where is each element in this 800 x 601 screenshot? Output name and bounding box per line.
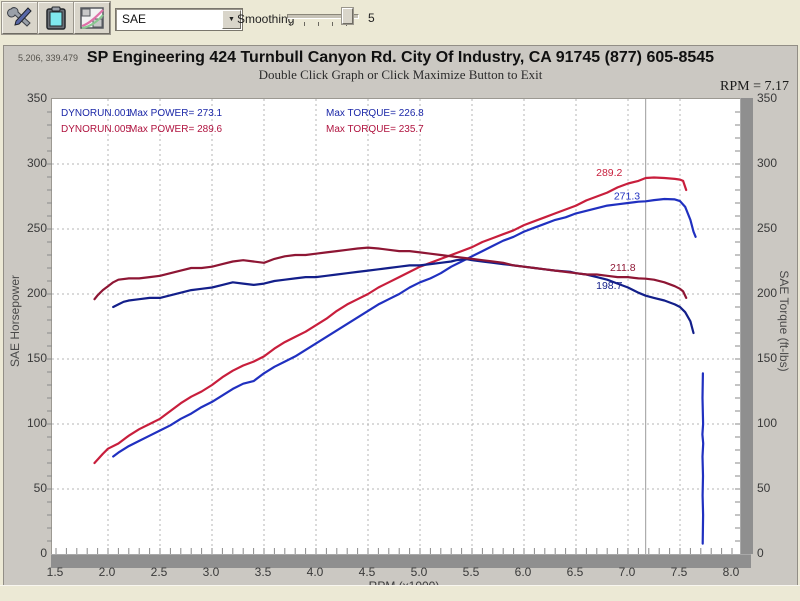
slider-tick	[304, 22, 305, 26]
curve-value-label: 211.8	[610, 262, 636, 274]
axis-tick-label: 350	[757, 91, 778, 105]
toolbar: SAE ▼ Smoothing 5	[0, 0, 800, 45]
curve-value-label: 271.3	[614, 190, 640, 202]
axis-tick-label: 350	[26, 91, 47, 105]
axis-tick-label: 2.5	[150, 565, 168, 579]
slider-tick	[332, 22, 333, 26]
plot-area[interactable]: 289.2 271.3 211.8 198.7	[47, 98, 740, 555]
graph-subtitle: Double Click Graph or Click Maximize But…	[258, 67, 543, 82]
axis-tick-label: 5.5	[462, 565, 480, 579]
curve-dynorun-005-sae-horsepower	[93, 176, 688, 465]
axis-tick-label: 300	[757, 156, 778, 170]
axis-tick-label: 150	[26, 351, 47, 365]
axis-tick-label: 3.0	[202, 565, 220, 579]
slider-tick	[318, 22, 319, 26]
axis-tick-label: 200	[757, 286, 778, 300]
axis-tick-label: 0	[40, 546, 47, 560]
tools-icon	[7, 7, 32, 27]
axis-tick-label: 2.0	[98, 565, 116, 579]
axis-tick-label: 50	[33, 481, 47, 495]
axis-tick-label: 100	[26, 416, 47, 430]
clipboard-button[interactable]	[38, 2, 74, 34]
axis-tick-label: 0	[757, 546, 764, 560]
dyno-curves-svg: 289.2 271.3 211.8 198.7	[47, 99, 740, 555]
cursor-position-readout: 5.206, 339.479	[18, 53, 79, 63]
dropdown-arrow-button[interactable]: ▼	[222, 10, 241, 29]
correction-dropdown[interactable]: SAE ▼	[115, 8, 243, 31]
axis-tick-label: 8.0	[722, 565, 740, 579]
axis-tick-label: 50	[757, 481, 771, 495]
legend-run2-max-power: Max POWER= 289.6	[129, 124, 223, 135]
axis-tick-label: 6.5	[566, 565, 584, 579]
dyno-graph-window: 5.206, 339.479 SP Engineering 424 Turnbu…	[3, 45, 798, 593]
curve-dynorun-005-sae-torque	[93, 246, 688, 301]
axis-tick-label: 4.5	[358, 565, 376, 579]
smoothing-label: Smoothing	[237, 12, 295, 26]
curve-dynorun-001-sae-torque	[112, 258, 695, 335]
axis-tick-label: 7.0	[618, 565, 636, 579]
axis-tick-label: 3.5	[254, 565, 272, 579]
axis-tick-label: 6.0	[514, 565, 532, 579]
axis-tick-label: 150	[757, 351, 778, 365]
y-axis-title-right: SAE Torque (ft-lbs)	[777, 270, 791, 372]
curve-value-label: 289.2	[596, 167, 622, 179]
axis-tick-label: 5.0	[410, 565, 428, 579]
graph-title: SP Engineering 424 Turnbull Canyon Rd. C…	[86, 49, 715, 66]
smoothing-slider-track[interactable]	[287, 14, 359, 19]
window-bottom-strip	[0, 585, 800, 601]
correction-dropdown-value: SAE	[122, 12, 147, 26]
graph-button[interactable]	[74, 2, 110, 34]
plot-frame-right	[740, 98, 753, 554]
plot-frame-bottom	[51, 554, 751, 568]
legend-run2-max-torque: Max TORQUE= 235.7	[326, 124, 424, 135]
slider-tick	[290, 22, 291, 26]
curve-value-label: 198.7	[596, 280, 622, 292]
curve-dynorun-001-sae-horsepower	[112, 197, 697, 458]
legend-run1-max-torque: Max TORQUE= 226.8	[326, 108, 424, 119]
axis-tick-label: 7.5	[670, 565, 688, 579]
smoothing-slider-thumb[interactable]	[342, 8, 353, 24]
axis-tick-label: 200	[26, 286, 47, 300]
legend-run2-name: DYNORUN.005	[61, 124, 132, 135]
axis-tick-label: 1.5	[46, 565, 64, 579]
axis-tick-label: 4.0	[306, 565, 324, 579]
clipboard-icon	[46, 6, 66, 30]
tools-button[interactable]	[2, 2, 38, 34]
axis-tick-label: 250	[757, 221, 778, 235]
graph-icon	[80, 7, 104, 29]
slider-tick	[346, 22, 347, 26]
chevron-down-icon: ▼	[228, 16, 235, 23]
axis-tick-label: 300	[26, 156, 47, 170]
rpm-cursor-readout: RPM = 7.17	[720, 79, 789, 94]
smoothing-value: 5	[368, 11, 375, 25]
axis-tick-label: 250	[26, 221, 47, 235]
legend-run1-max-power: Max POWER= 273.1	[129, 108, 223, 119]
curve-dynorun-001-end-spike	[701, 372, 705, 545]
legend-run1-name: DYNORUN.001	[61, 108, 132, 119]
axis-tick-label: 100	[757, 416, 778, 430]
